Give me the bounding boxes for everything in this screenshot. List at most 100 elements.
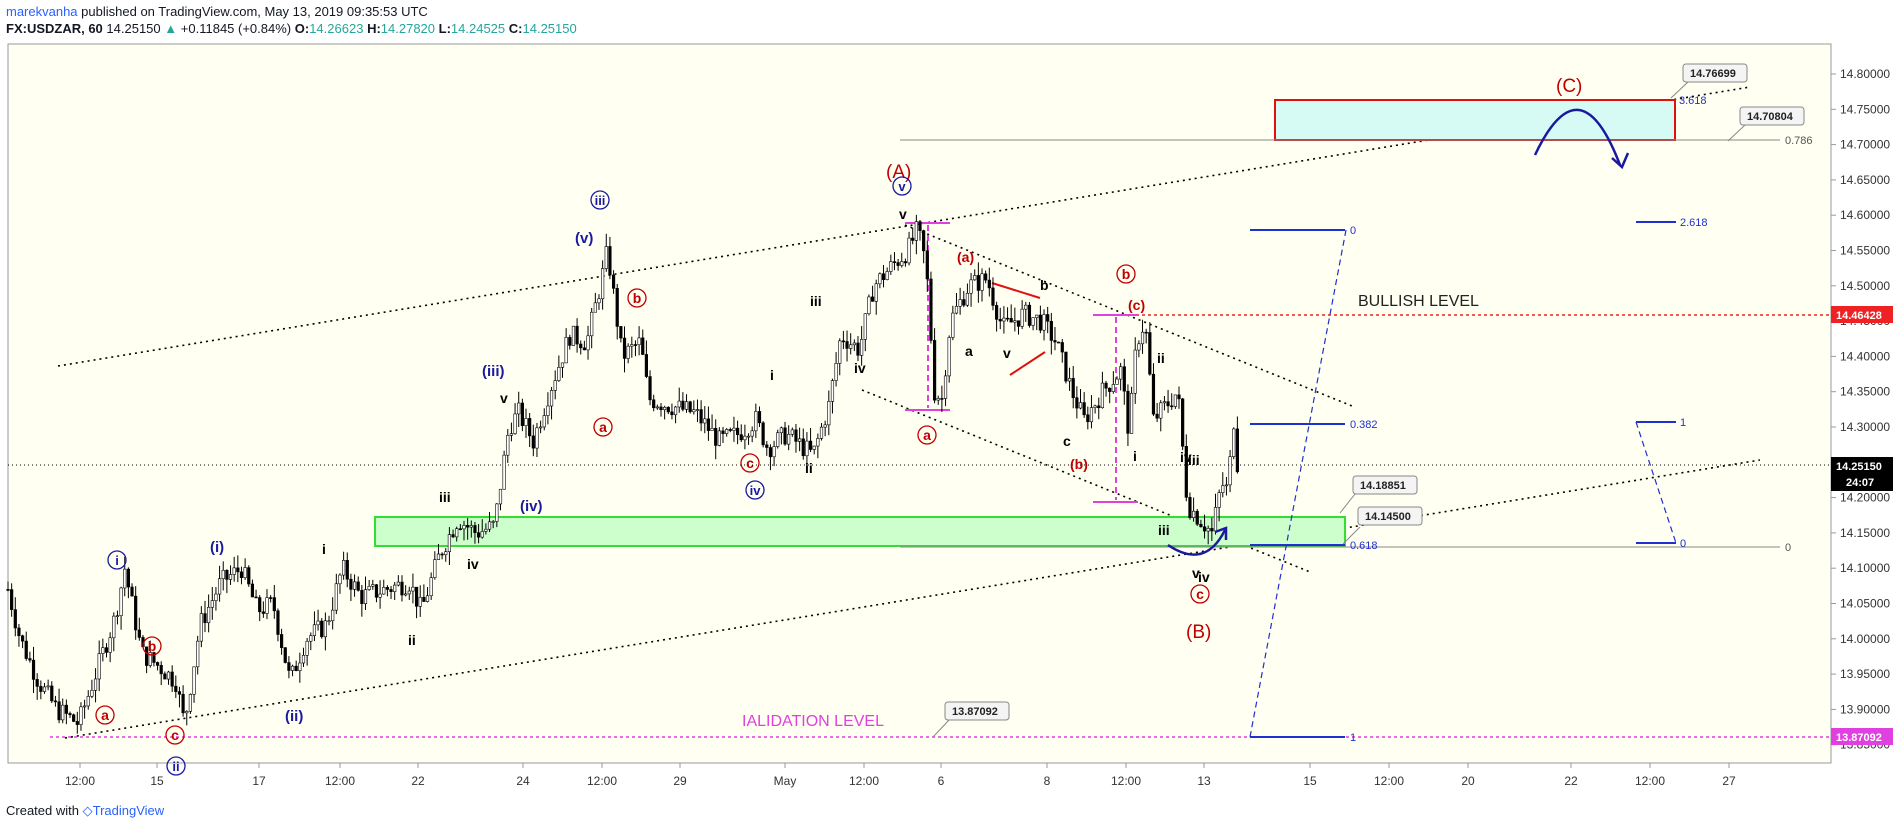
red-wave-label: a <box>101 707 109 723</box>
red-wave-circle <box>1190 584 1210 604</box>
price-axis[interactable]: 14.80000 14.75000 14.70000 14.65000 14.60000… <box>1831 67 1890 752</box>
candle-body <box>68 713 72 716</box>
candle-body <box>1038 314 1042 331</box>
red-wave-circle <box>740 453 760 473</box>
y-tick-label: 13.90000 <box>1840 702 1890 716</box>
candle-body <box>393 584 397 592</box>
candle-body <box>568 337 572 346</box>
candle-body <box>425 595 430 602</box>
candle-body <box>207 606 211 624</box>
target-zone <box>1274 99 1676 141</box>
candle-body <box>710 427 714 431</box>
black-letter-label: a <box>965 343 973 359</box>
candle-body <box>436 553 441 560</box>
candle-body <box>476 532 481 538</box>
candle-body <box>673 406 678 416</box>
candle-body <box>626 345 630 359</box>
tradingview-link[interactable]: TradingView <box>92 803 165 818</box>
x-tick-label: 15 <box>150 774 164 788</box>
candle-body <box>746 435 751 438</box>
candle-body <box>247 567 251 585</box>
candle-body <box>466 525 470 528</box>
candle-body <box>1155 413 1159 419</box>
bullish-price-tag <box>1831 306 1893 323</box>
candle-body <box>1009 318 1013 323</box>
candle-body <box>951 312 955 338</box>
candle-body <box>622 337 627 359</box>
time-axis[interactable]: 12:00 15 17 12:00 22 24 12:00 29 May 12:00 6 8 12:00… <box>65 763 1736 788</box>
candle-body <box>214 593 218 601</box>
candle-body <box>1213 507 1218 532</box>
candle-body <box>560 362 565 368</box>
candle-body <box>298 662 302 672</box>
candle-body <box>1206 528 1210 532</box>
y-tick-label: 14.50000 <box>1840 279 1890 293</box>
candle-body <box>976 275 980 291</box>
candle-body <box>61 704 65 721</box>
candle-body <box>1184 445 1188 498</box>
candle-body <box>969 279 973 294</box>
candle-body <box>531 435 535 449</box>
candle-body <box>995 305 999 320</box>
footer: Created with ◇TradingView <box>6 803 164 819</box>
candle-body <box>517 402 521 415</box>
candle-body <box>462 525 466 530</box>
red-trend-segments <box>991 282 1046 376</box>
candle-body <box>174 685 178 692</box>
candle-body <box>892 261 897 263</box>
candle-body <box>1129 392 1134 434</box>
candle-body <box>491 521 495 523</box>
candle-body <box>1089 407 1094 423</box>
candle-body <box>841 340 845 343</box>
candle-body <box>838 340 842 364</box>
candle-body <box>53 700 58 703</box>
author-link[interactable]: marekvanha <box>6 4 78 19</box>
up-arrow-icon: ▲ <box>164 21 178 36</box>
symbol-label: FX:USDZAR, 60 <box>6 21 103 36</box>
candle-body <box>145 646 149 666</box>
candle-body <box>743 435 747 441</box>
red-paren-wave-label: (c) <box>1128 297 1145 313</box>
fib-extension-tool <box>1250 221 1676 738</box>
candle-body <box>677 400 681 408</box>
candle-body <box>469 525 473 528</box>
candle-body <box>1093 405 1097 408</box>
candle-body <box>889 261 893 272</box>
black-wave-label: iii <box>810 293 822 309</box>
candle-body <box>1042 314 1046 331</box>
red-wave-circle <box>95 705 115 725</box>
candle-body <box>714 427 718 446</box>
candle-body <box>327 620 331 623</box>
fib-retrace-leg <box>1635 421 1677 544</box>
candle-body <box>112 615 116 639</box>
candle-body <box>258 597 262 613</box>
candle-body <box>320 620 324 638</box>
candle-body <box>188 694 193 712</box>
candle-body <box>495 503 499 522</box>
x-tick-label: 12:00 <box>65 774 95 788</box>
fib-label-1-right: 1 <box>1680 417 1686 429</box>
candle-body <box>487 521 492 530</box>
plot-area[interactable] <box>7 43 1832 764</box>
black-wave-label: iii <box>439 489 451 505</box>
candle-body <box>586 335 590 351</box>
candle-body <box>79 706 83 725</box>
candle-body <box>210 600 214 608</box>
candle-countdown: 24:07 <box>1846 477 1874 489</box>
candle-body <box>83 705 87 708</box>
candle-body <box>553 380 557 391</box>
candle-body <box>520 402 524 426</box>
red-paren-wave-label: (a) <box>957 249 974 265</box>
candle-body <box>447 534 452 553</box>
forecast-curve-arrow <box>1533 108 1622 166</box>
blue-wave-label: iv <box>750 483 762 498</box>
publish-line: marekvanha published on TradingView.com,… <box>6 3 577 20</box>
candle-body <box>1104 382 1108 389</box>
x-tick-label: 17 <box>252 774 266 788</box>
candle-body <box>72 714 76 722</box>
candle-body <box>867 296 871 315</box>
black-wave-label: ii <box>1157 350 1165 366</box>
candle-body <box>309 635 313 642</box>
candle-body <box>539 426 543 429</box>
